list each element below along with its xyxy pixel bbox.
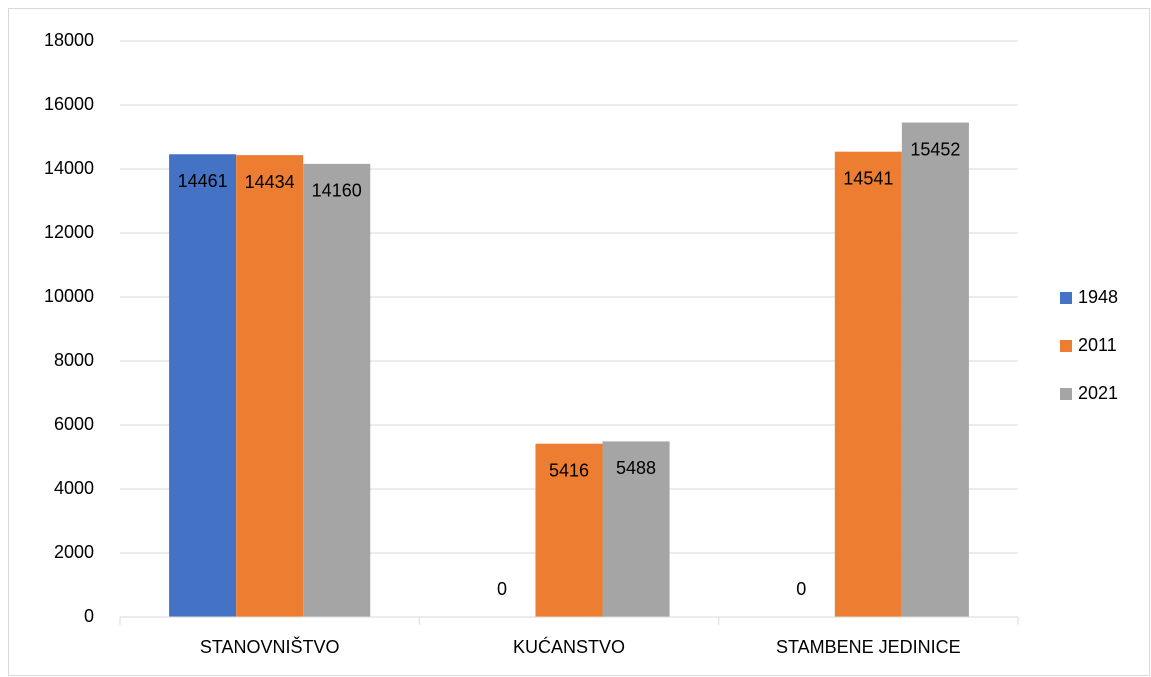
data-label: 14461 [178,171,228,191]
legend-label: 2021 [1078,383,1118,403]
x-tick-label: KUĆANSTVO [513,636,625,657]
bar [169,154,237,618]
y-tick-label: 18000 [44,30,94,50]
bar [535,443,603,617]
y-tick-label: 14000 [44,158,94,178]
y-tick-label: 12000 [44,222,94,242]
data-label: 0 [497,579,507,599]
bar [236,155,304,617]
data-label: 15452 [910,139,960,159]
data-label: 14434 [245,172,295,192]
legend-label: 1948 [1078,287,1118,307]
legend-swatch [1060,340,1072,352]
data-label: 0 [796,579,806,599]
y-tick-label: 0 [84,606,94,626]
data-label: 14160 [312,181,362,201]
y-tick-label: 2000 [54,542,94,562]
data-label: 5416 [549,460,589,480]
bar [303,163,371,617]
bar [901,122,969,617]
x-tick-label: STANOVNIŠTVO [200,636,340,657]
y-tick-label: 6000 [54,414,94,434]
y-tick-label: 16000 [44,94,94,114]
data-label: 14541 [843,168,893,188]
bar [602,441,670,617]
y-tick-label: 10000 [44,286,94,306]
y-tick-label: 8000 [54,350,94,370]
data-label: 5488 [616,458,656,478]
legend-label: 2011 [1078,335,1117,355]
legend-swatch [1060,292,1072,304]
y-tick-label: 4000 [54,478,94,498]
legend-swatch [1060,388,1072,400]
bar [834,151,902,618]
x-tick-label: STAMBENE JEDINICE [776,637,961,657]
